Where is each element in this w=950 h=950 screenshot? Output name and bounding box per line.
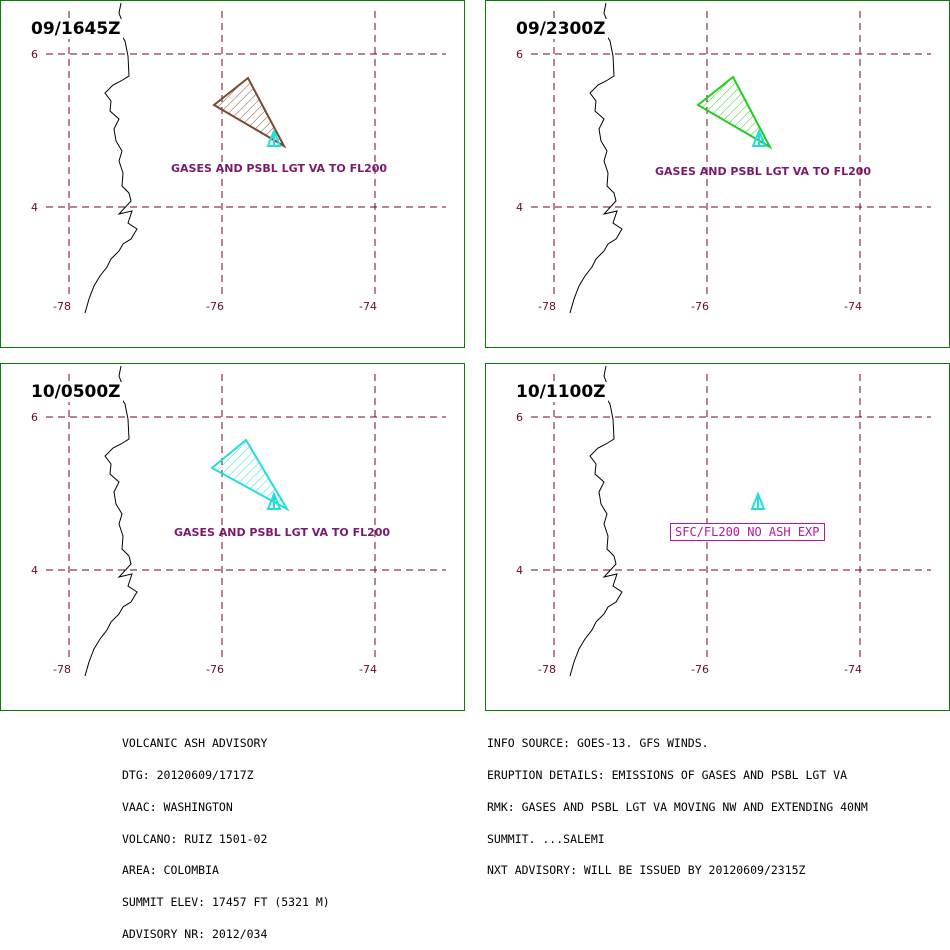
lat-label-4: 4 bbox=[516, 564, 523, 577]
map-canvas: GASES AND PSBL LGT VA TO FL200 6 4 -78 -… bbox=[516, 2, 931, 314]
panel-time: 09/1645Z bbox=[29, 19, 123, 39]
lat-label-4: 4 bbox=[31, 201, 38, 214]
panel-time: 10/0500Z bbox=[29, 382, 123, 402]
advisory-line: VOLCANIC ASH ADVISORY bbox=[122, 736, 268, 751]
lon-label-76: -76 bbox=[691, 300, 709, 313]
lat-label-6: 6 bbox=[31, 48, 38, 61]
no-ash-box: SFC/FL200 NO ASH EXP bbox=[670, 523, 825, 541]
forecast-text: GASES AND PSBL LGT VA TO FL200 bbox=[174, 526, 390, 539]
advisory-line: NXT ADVISORY: WILL BE ISSUED BY 20120609… bbox=[487, 863, 806, 878]
advisory-header-left: VOLCANIC ASH ADVISORY DTG: 20120609/1717… bbox=[122, 717, 330, 950]
panel-time: 10/1100Z bbox=[514, 382, 608, 402]
advisory-line: ADVISORY NR: 2012/034 bbox=[122, 926, 268, 941]
lon-label-74: -74 bbox=[359, 300, 377, 313]
lon-label-74: -74 bbox=[359, 663, 377, 676]
volcano-icon bbox=[266, 491, 282, 510]
advisory-line: VAAC: WASHINGTON bbox=[122, 799, 233, 814]
panel-time: 09/2300Z bbox=[514, 19, 608, 39]
lat-lon-grid bbox=[531, 11, 931, 296]
map-panel-4: 6 4 -78 -76 -74 10/1100Z SFC/FL200 NO AS… bbox=[485, 363, 950, 711]
lon-label-78: -78 bbox=[53, 300, 71, 313]
volcano-icon bbox=[266, 128, 282, 147]
volcano-icon bbox=[750, 491, 766, 510]
advisory-line: RMK: GASES AND PSBL LGT VA MOVING NW AND… bbox=[487, 799, 868, 814]
map-canvas: GASES AND PSBL LGT VA TO FL200 6 4 -78 -… bbox=[31, 365, 446, 677]
coastline bbox=[569, 2, 623, 314]
map-canvas: 6 4 -78 -76 -74 bbox=[516, 365, 931, 677]
coastline bbox=[569, 365, 623, 677]
advisory-line: INFO SOURCE: GOES-13. GFS WINDS. bbox=[487, 736, 709, 751]
advisory-line: SUMMIT ELEV: 17457 FT (5321 M) bbox=[122, 895, 330, 910]
lat-label-6: 6 bbox=[31, 411, 38, 424]
lon-label-78: -78 bbox=[538, 300, 556, 313]
lat-lon-grid bbox=[46, 11, 446, 296]
volcano-icon bbox=[751, 128, 767, 147]
lon-label-74: -74 bbox=[844, 663, 862, 676]
advisory-line: ERUPTION DETAILS: EMISSIONS OF GASES AND… bbox=[487, 767, 848, 782]
lon-label-76: -76 bbox=[206, 663, 224, 676]
lon-label-74: -74 bbox=[844, 300, 862, 313]
lat-label-4: 4 bbox=[516, 201, 523, 214]
forecast-text: GASES AND PSBL LGT VA TO FL200 bbox=[655, 165, 871, 178]
coastline bbox=[84, 365, 138, 677]
ash-polygon bbox=[210, 438, 290, 512]
map-panel-3: GASES AND PSBL LGT VA TO FL200 6 4 -78 -… bbox=[0, 363, 465, 711]
forecast-text: GASES AND PSBL LGT VA TO FL200 bbox=[171, 162, 387, 175]
map-panel-2: GASES AND PSBL LGT VA TO FL200 6 4 -78 -… bbox=[485, 0, 950, 348]
lon-label-76: -76 bbox=[691, 663, 709, 676]
lon-label-78: -78 bbox=[538, 663, 556, 676]
lat-label-6: 6 bbox=[516, 411, 523, 424]
map-canvas: GASES AND PSBL LGT VA TO FL200 6 4 -78 -… bbox=[31, 2, 446, 314]
advisory-line: AREA: COLOMBIA bbox=[122, 863, 219, 878]
lon-label-78: -78 bbox=[53, 663, 71, 676]
advisory-details-right: INFO SOURCE: GOES-13. GFS WINDS. ERUPTIO… bbox=[487, 717, 868, 887]
lat-label-6: 6 bbox=[516, 48, 523, 61]
lat-lon-grid bbox=[46, 374, 446, 659]
advisory-line: VOLCANO: RUIZ 1501-02 bbox=[122, 831, 268, 846]
ash-polygon bbox=[212, 76, 287, 149]
lon-label-76: -76 bbox=[206, 300, 224, 313]
advisory-line: DTG: 20120609/1717Z bbox=[122, 767, 254, 782]
coastline bbox=[84, 2, 138, 314]
lat-lon-grid bbox=[531, 374, 931, 659]
advisory-line: SUMMIT. ...SALEMI bbox=[487, 831, 605, 846]
map-panel-1: GASES AND PSBL LGT VA TO FL200 6 4 -78 -… bbox=[0, 0, 465, 348]
ash-polygon bbox=[696, 75, 773, 150]
lat-label-4: 4 bbox=[31, 564, 38, 577]
